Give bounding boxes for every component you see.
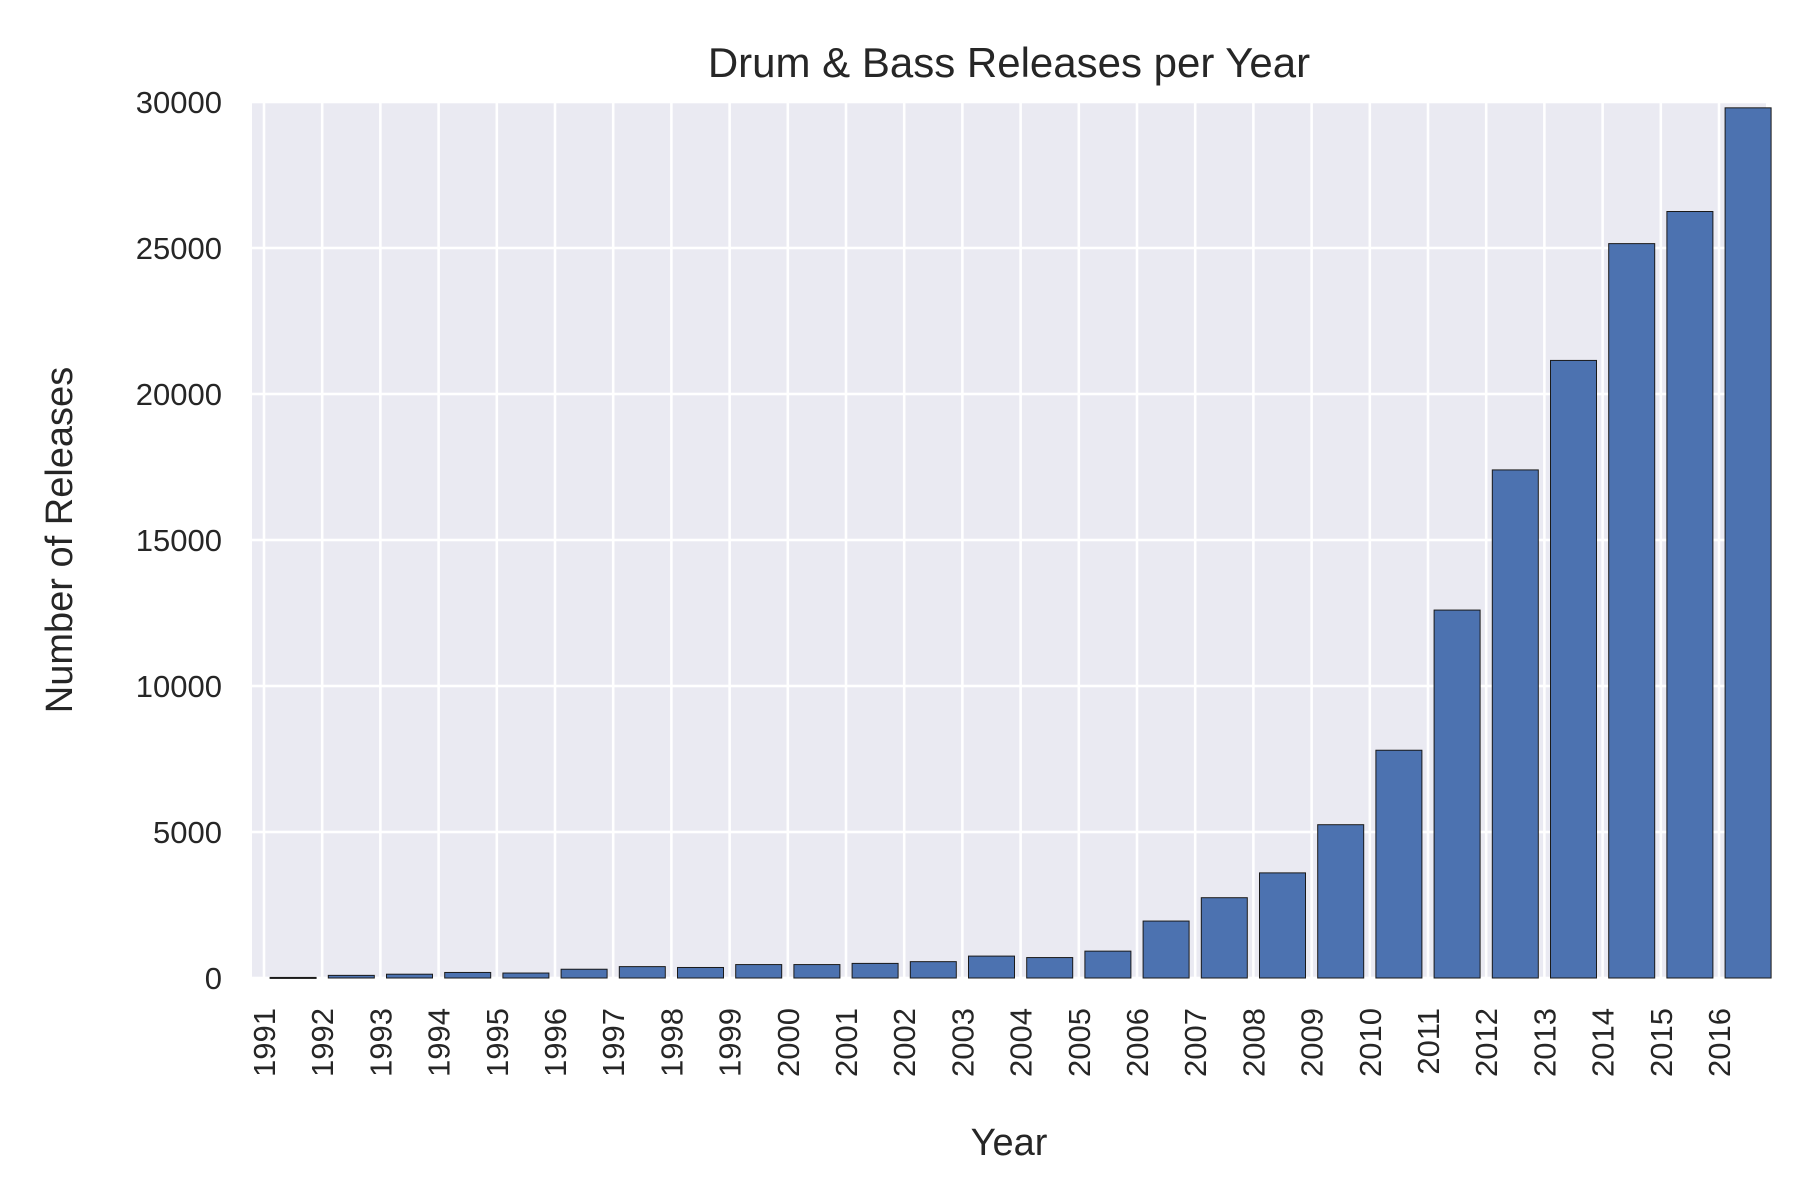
x-tick-label: 2002 — [887, 1008, 922, 1077]
x-tick-label: 2010 — [1353, 1008, 1388, 1077]
bar-1996 — [560, 968, 608, 979]
bar-1999 — [735, 964, 783, 979]
y-tick-label: 30000 — [136, 85, 222, 120]
bar-2009 — [1317, 824, 1365, 979]
y-tick-label: 15000 — [136, 523, 222, 558]
x-tick-label: 2000 — [771, 1008, 806, 1077]
bar-2006 — [1142, 920, 1190, 979]
bar-1993 — [386, 973, 433, 979]
x-tick-label: 2007 — [1178, 1008, 1213, 1077]
bar-2013 — [1550, 359, 1597, 979]
x-tick-label: 2014 — [1586, 1008, 1621, 1077]
x-tick-label: 2016 — [1702, 1008, 1737, 1077]
x-tick-label: 1991 — [247, 1008, 282, 1077]
y-tick-labels: 0 5000 10000 15000 20000 25000 30000 — [136, 85, 222, 996]
x-tick-label: 1996 — [538, 1008, 573, 1077]
bar-1994 — [444, 971, 492, 979]
y-tick-label: 10000 — [136, 669, 222, 704]
x-tick-label: 2008 — [1236, 1008, 1271, 1077]
x-tick-label: 2011 — [1411, 1008, 1446, 1075]
y-tick-label: 20000 — [136, 377, 222, 412]
x-axis-label: Year — [971, 1122, 1048, 1164]
bar-2011 — [1433, 609, 1481, 979]
x-tick-label: 2003 — [945, 1008, 980, 1077]
bar-2015 — [1666, 211, 1714, 979]
x-tick-labels: 1991 1992 1993 1994 1995 1996 1997 1998 1999 2000… — [247, 1008, 1737, 1077]
bar-2002 — [909, 961, 957, 979]
bar-2012 — [1491, 469, 1539, 979]
chart-title: Drum & Bass Releases per Year — [708, 39, 1310, 86]
bar-2003 — [968, 955, 1015, 979]
x-tick-label: 1992 — [305, 1008, 340, 1077]
y-tick-label: 25000 — [136, 231, 222, 266]
x-tick-label: 1993 — [363, 1008, 398, 1077]
x-tick-label: 1998 — [654, 1008, 689, 1077]
x-tick-label: 1995 — [480, 1008, 515, 1077]
y-tick-label: 0 — [205, 961, 222, 996]
grid-lines — [252, 100, 1766, 980]
bar-2001 — [851, 962, 899, 979]
bar-2010 — [1375, 749, 1423, 979]
x-tick-label: 2015 — [1644, 1008, 1679, 1077]
bar-1991 — [269, 976, 317, 979]
x-tick-label: 2004 — [1004, 1008, 1039, 1077]
bar-2000 — [793, 964, 841, 979]
bar-2007 — [1200, 897, 1248, 979]
bar-2005 — [1084, 950, 1132, 979]
bar-2014 — [1608, 243, 1656, 979]
bars — [269, 107, 1772, 979]
y-tick-label: 5000 — [153, 815, 222, 850]
x-tick-label: 2006 — [1120, 1008, 1155, 1077]
x-tick-label: 2001 — [829, 1008, 864, 1077]
bar-2004 — [1026, 957, 1074, 979]
y-axis-label: Number of Releases — [39, 367, 81, 713]
bar-2008 — [1259, 872, 1306, 979]
x-tick-label: 2009 — [1295, 1008, 1330, 1077]
x-tick-label: 2013 — [1527, 1008, 1562, 1077]
x-tick-label: 1997 — [596, 1008, 631, 1077]
x-tick-label: 2012 — [1469, 1008, 1504, 1077]
bar-2016 — [1724, 107, 1772, 979]
bar-1992 — [327, 974, 375, 979]
bar-1997 — [618, 966, 666, 979]
bar-1995 — [502, 972, 550, 979]
x-tick-label: 2005 — [1062, 1008, 1097, 1077]
bar-1998 — [677, 966, 724, 979]
x-tick-label: 1999 — [713, 1008, 748, 1077]
x-tick-label: 1994 — [422, 1008, 457, 1077]
